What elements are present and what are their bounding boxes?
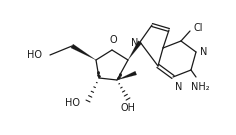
Text: Cl: Cl	[194, 23, 203, 33]
Polygon shape	[128, 41, 142, 60]
Text: O: O	[109, 35, 117, 45]
Text: N: N	[131, 38, 138, 48]
Text: HO: HO	[65, 98, 80, 108]
Text: N: N	[200, 47, 207, 57]
Text: NH₂: NH₂	[191, 82, 209, 92]
Text: OH: OH	[121, 103, 135, 113]
Polygon shape	[117, 71, 137, 80]
Text: N: N	[175, 82, 182, 92]
Polygon shape	[71, 44, 96, 60]
Text: HO: HO	[27, 50, 42, 60]
